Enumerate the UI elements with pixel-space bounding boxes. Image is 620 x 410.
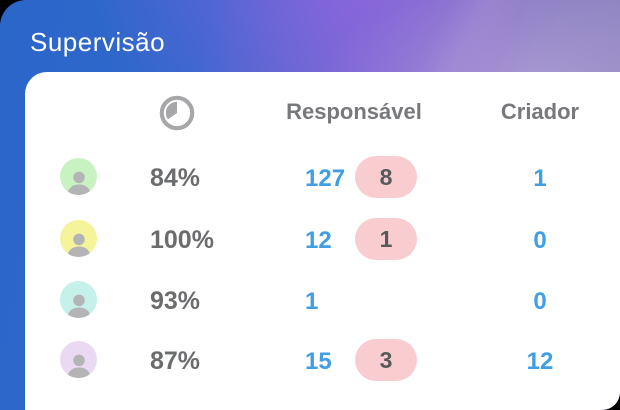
alert-badge[interactable]: 8 [355,156,417,198]
alert-badge[interactable]: 3 [355,339,417,381]
table-row[interactable]: 84% 127 8 1 [25,147,620,207]
criador-count[interactable]: 12 [526,348,554,375]
table-row[interactable]: 100% 12 1 0 [25,209,620,269]
criador-count[interactable]: 0 [533,227,547,254]
column-header-responsavel: Responsável [286,99,422,124]
page-title: Supervisão [30,27,166,57]
responsavel-count[interactable]: 127 [305,165,346,192]
responsavel-count[interactable]: 15 [305,348,332,375]
table-row[interactable]: 87% 15 3 12 [25,330,620,390]
clock-icon [158,94,196,132]
user-avatar[interactable] [60,220,97,257]
responsavel-count[interactable]: 1 [305,288,319,315]
user-avatar[interactable] [60,281,97,318]
percent-value: 84% [150,164,201,192]
supervision-card: Responsável Criador 84% 127 8 1 100% 12 … [25,72,620,410]
user-avatar[interactable] [60,341,97,378]
user-avatar[interactable] [60,158,97,195]
alert-badge[interactable]: 1 [355,218,417,260]
responsavel-count[interactable]: 12 [305,227,332,254]
percent-value: 100% [150,226,214,254]
table-row[interactable]: 93% 1 0 [25,270,620,330]
column-header-criador: Criador [500,99,580,124]
criador-count[interactable]: 0 [533,288,547,315]
percent-value: 87% [150,347,201,375]
table-header-row: Responsável Criador [25,84,620,131]
percent-value: 93% [150,287,201,315]
criador-count[interactable]: 1 [533,165,547,192]
